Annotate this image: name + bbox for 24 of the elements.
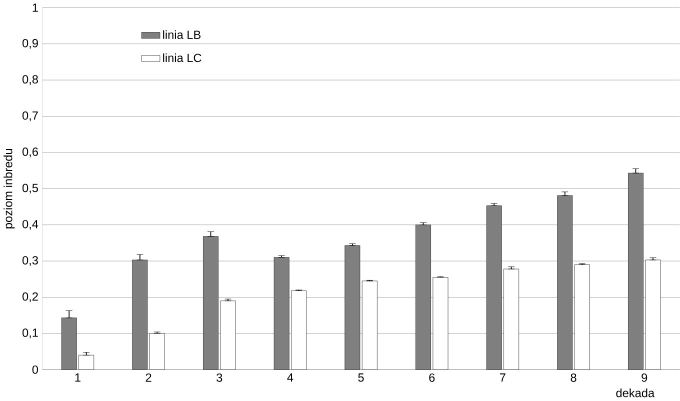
x-axis-title: dekada <box>616 388 655 398</box>
y-tick-label: 0,5 <box>22 184 38 194</box>
y-axis-title: poziom inbredu <box>4 149 15 228</box>
x-tick-label: 9 <box>642 374 648 382</box>
legend-label: linia LC <box>163 54 202 62</box>
x-tick-label: 4 <box>287 374 294 382</box>
y-tick-label: 0,4 <box>22 220 38 230</box>
y-tick-label: 0,9 <box>22 39 38 49</box>
y-tick-label: 0,7 <box>22 111 38 122</box>
y-tick-label: 0,8 <box>22 75 38 86</box>
x-tick-label: 5 <box>358 374 364 382</box>
y-tick-label: 0,6 <box>22 148 38 158</box>
x-tick-label: 7 <box>500 374 506 382</box>
x-tick-label: 3 <box>216 374 222 382</box>
legend-label: linia LB <box>163 30 201 40</box>
y-tick-label: 0,2 <box>22 292 38 302</box>
x-tick-label: 8 <box>570 374 576 382</box>
y-tick-label: 0,1 <box>22 328 38 338</box>
y-tick-label: 1 <box>32 4 38 12</box>
y-tick-label: 0,3 <box>22 256 38 266</box>
x-tick-label: 2 <box>146 374 152 382</box>
x-tick-label: 1 <box>75 374 80 382</box>
y-tick-label: 0 <box>32 366 38 374</box>
x-tick-label: 6 <box>429 374 435 382</box>
